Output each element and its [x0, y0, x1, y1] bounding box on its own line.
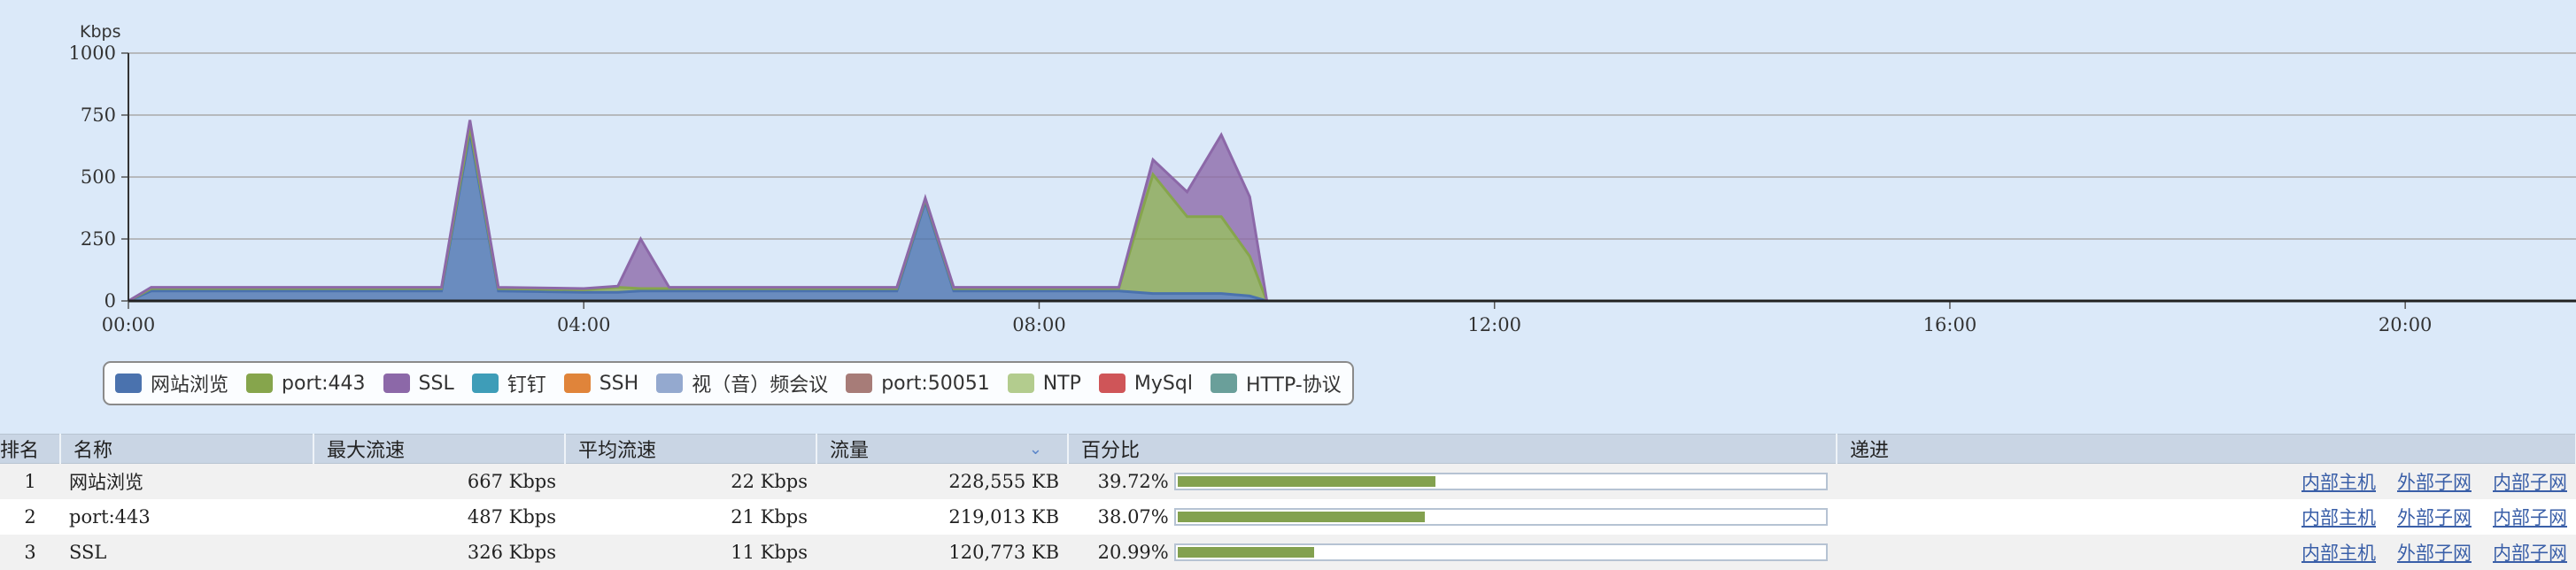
percent-label: 20.99% [1077, 542, 1169, 563]
cell-rank: 1 [0, 464, 60, 500]
legend-label: 网站浏览 [151, 369, 228, 397]
legend-item[interactable]: 网站浏览 [115, 369, 228, 397]
legend-item[interactable]: port:50051 [846, 373, 990, 395]
x-tick-label: 04:00 [557, 314, 611, 335]
percent-bar [1174, 543, 1828, 561]
external-subnet-link[interactable]: 外部子网 [2397, 472, 2472, 493]
cell-name: 网站浏览 [60, 464, 313, 500]
legend-label: 视（音）频会议 [692, 369, 828, 397]
cell-drill-links: 内部主机 外部子网 内部子网 [1837, 499, 2576, 535]
y-tick-label: 750 [81, 104, 116, 126]
internal-subnet-link[interactable]: 内部子网 [2493, 507, 2567, 528]
x-tick-label: 08:00 [1012, 314, 1066, 335]
y-axis-label: Kbps [80, 22, 120, 42]
header-max-rate[interactable]: 最大流速 [313, 435, 565, 464]
cell-max-rate: 487 Kbps [313, 499, 565, 535]
chart-legend: 网站浏览 port:443 SSL 钉钉 SSH 视（音）频会议 port:50051 NTP… [103, 361, 1354, 405]
table-header-row: 排名 名称 最大流速 平均流速 流量 ⌄ 百分比 递进 [0, 435, 2576, 464]
legend-item[interactable]: 视（音）频会议 [656, 369, 828, 397]
legend-label: MySql [1134, 373, 1193, 395]
legend-label: 钉钉 [507, 369, 546, 397]
cell-avg-rate: 21 Kbps [565, 499, 816, 535]
table-row[interactable]: 3 SSL 326 Kbps 11 Kbps 120,773 KB 20.99% 内部主机外… [0, 535, 2576, 570]
legend-item[interactable]: MySql [1099, 373, 1193, 395]
legend-label: port:50051 [881, 373, 990, 395]
traffic-table: 排名 名称 最大流速 平均流速 流量 ⌄ 百分比 递进 1 网站浏览 667 Kbps… [0, 434, 2576, 570]
table-row[interactable]: 1 网站浏览 667 Kbps 22 Kbps 228,555 KB 39.72% 内部主机… [0, 464, 2576, 500]
legend-item[interactable]: HTTP-协议 [1211, 369, 1342, 397]
internal-host-link[interactable]: 内部主机 [2301, 472, 2376, 493]
legend-swatch [115, 374, 142, 393]
legend-swatch [246, 374, 273, 393]
percent-bar-fill [1178, 476, 1436, 487]
cell-name: port:443 [60, 499, 313, 535]
header-percent[interactable]: 百分比 [1068, 435, 1837, 464]
legend-label: HTTP-协议 [1246, 369, 1342, 397]
header-traffic-label: 流量 [830, 440, 869, 462]
header-traffic[interactable]: 流量 ⌄ [816, 435, 1068, 464]
table-row[interactable]: 2 port:443 487 Kbps 21 Kbps 219,013 KB 38.07%… [0, 499, 2576, 535]
x-tick-label: 12:00 [1467, 314, 1521, 335]
cell-percent: 39.72% [1068, 464, 1837, 500]
cell-percent: 20.99% [1068, 535, 1837, 570]
cell-max-rate: 667 Kbps [313, 464, 565, 500]
legend-label: port:443 [282, 373, 366, 395]
sort-desc-icon[interactable]: ⌄ [1029, 440, 1042, 458]
y-tick-label: 250 [81, 228, 116, 250]
external-subnet-link[interactable]: 外部子网 [2397, 507, 2472, 528]
cell-drill-links: 内部主机 外部子网 内部子网 [1837, 464, 2576, 500]
cell-rank: 2 [0, 499, 60, 535]
internal-subnet-link[interactable]: 内部子网 [2493, 472, 2567, 493]
cell-avg-rate: 22 Kbps [565, 464, 816, 500]
x-tick-label: 00:00 [102, 314, 156, 335]
percent-bar-fill [1178, 512, 1426, 522]
legend-item[interactable]: SSL [383, 373, 454, 395]
internal-host-link[interactable]: 内部主机 [2301, 543, 2376, 564]
internal-host-link[interactable]: 内部主机 [2301, 507, 2376, 528]
cell-name: SSL [60, 535, 313, 570]
cell-max-rate: 326 Kbps [313, 535, 565, 570]
legend-item[interactable]: 钉钉 [472, 369, 546, 397]
percent-bar-fill [1178, 547, 1314, 558]
legend-label: NTP [1043, 373, 1081, 395]
legend-swatch [383, 374, 410, 393]
internal-subnet-link[interactable]: 内部子网 [2493, 543, 2567, 564]
percent-bar [1174, 473, 1828, 490]
header-rank[interactable]: 排名 [0, 435, 60, 464]
legend-item[interactable]: NTP [1008, 373, 1081, 395]
legend-swatch [1008, 374, 1034, 393]
line-series-SSL [128, 120, 2576, 301]
external-subnet-link[interactable]: 外部子网 [2397, 543, 2472, 564]
legend-label: SSL [419, 373, 454, 395]
legend-item[interactable]: port:443 [246, 373, 366, 395]
cell-traffic: 228,555 KB [816, 464, 1068, 500]
legend-item[interactable]: SSH [564, 373, 638, 395]
percent-bar [1174, 508, 1828, 526]
percent-label: 38.07% [1077, 506, 1169, 528]
cell-avg-rate: 11 Kbps [565, 535, 816, 570]
legend-swatch [1099, 374, 1126, 393]
percent-label: 39.72% [1077, 471, 1169, 492]
x-tick-label: 16:00 [1923, 314, 1977, 335]
y-tick-label: 500 [81, 166, 116, 188]
x-tick-label: 20:00 [2379, 314, 2433, 335]
cell-traffic: 120,773 KB [816, 535, 1068, 570]
y-tick-label: 0 [104, 290, 116, 312]
cell-rank: 3 [0, 535, 60, 570]
legend-swatch [564, 374, 591, 393]
header-avg-rate[interactable]: 平均流速 [565, 435, 816, 464]
legend-swatch [472, 374, 499, 393]
cell-drill-links: 内部主机 外部子网 内部子网 [1837, 535, 2576, 570]
legend-swatch [1211, 374, 1237, 393]
legend-swatch [846, 374, 872, 393]
header-drill: 递进 [1837, 435, 2576, 464]
header-name[interactable]: 名称 [60, 435, 313, 464]
cell-traffic: 219,013 KB [816, 499, 1068, 535]
legend-label: SSH [600, 373, 638, 395]
y-tick-label: 1000 [69, 42, 116, 64]
legend-swatch [656, 374, 683, 393]
cell-percent: 38.07% [1068, 499, 1837, 535]
